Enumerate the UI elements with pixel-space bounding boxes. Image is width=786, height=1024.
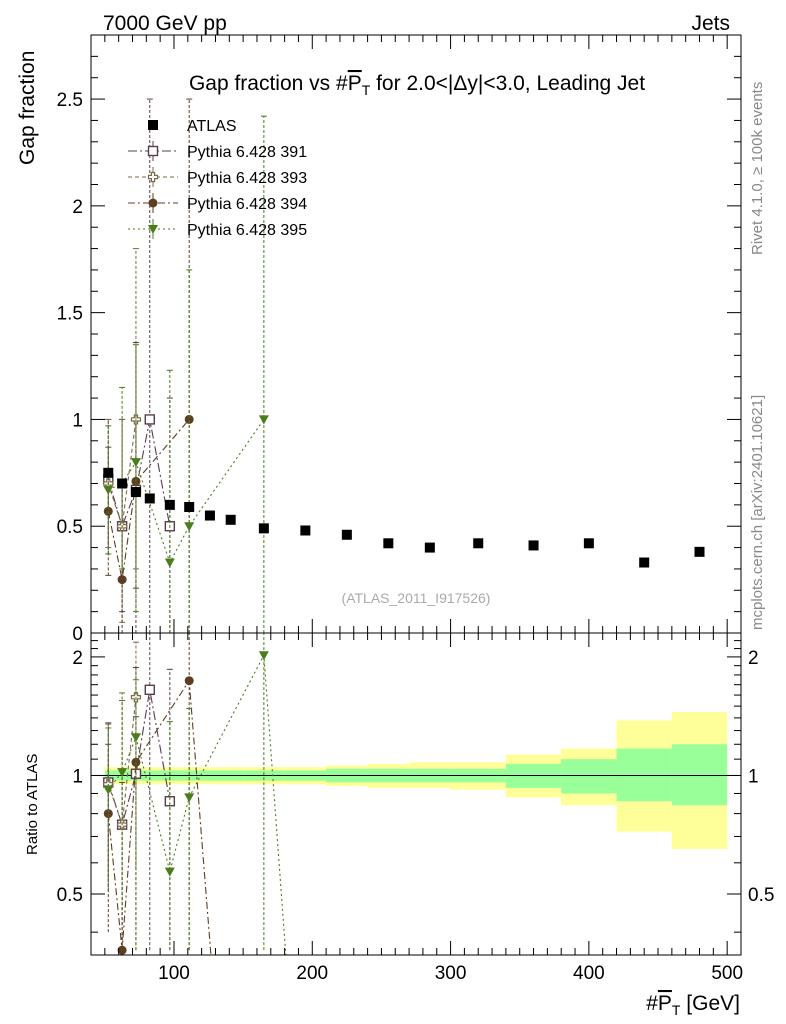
analysis-watermark: (ATLAS_2011_I917526) — [342, 590, 491, 606]
atlas-point — [694, 546, 705, 557]
ratio-point — [130, 733, 141, 743]
ratio-y-tick-label-left: 1 — [72, 766, 83, 787]
energy-label: 7000 GeV pp — [103, 12, 227, 35]
legend: ATLAS Pythia 6.428 391 Pythia 6.428 393 Pyt… — [128, 118, 307, 239]
atlas-point — [639, 557, 650, 568]
chart-title: Gap fraction vs #PT for 2.0<|Δy|<3.0, Le… — [189, 72, 645, 98]
atlas-point — [103, 467, 114, 478]
atlas-point — [130, 487, 141, 498]
ratio-y-tick-label-left: 2 — [72, 648, 83, 669]
ratio-point — [258, 651, 269, 661]
x-tick-label: 400 — [573, 963, 605, 984]
legend-label: Pythia 6.428 393 — [187, 170, 307, 187]
series-atlas — [103, 467, 705, 568]
x-p-symbol: P — [658, 992, 672, 1015]
band-green — [561, 759, 617, 794]
ratio-y-tick-label-right: 1 — [748, 766, 759, 787]
data-point — [130, 458, 141, 468]
ratio-y-tick-label-right: 0.5 — [748, 885, 774, 906]
ratio-point — [103, 809, 113, 819]
series-4 — [103, 115, 287, 955]
atlas-point — [184, 501, 195, 512]
ratio-point — [117, 768, 128, 778]
ratio-point — [184, 676, 194, 686]
legend-marker — [147, 145, 159, 157]
ratio-point — [117, 945, 127, 955]
legend-marker — [147, 171, 159, 183]
ratio-point — [164, 796, 176, 807]
atlas-point — [341, 529, 352, 540]
x-axis-label: #PT [GeV] — [646, 992, 740, 1018]
legend-marker — [148, 225, 158, 234]
atlas-point — [164, 499, 175, 510]
atlas-point — [424, 542, 435, 553]
data-point — [117, 575, 127, 585]
ratio-y-tick-label-left: 0.5 — [57, 885, 83, 906]
axis-ticks: 100 200 300 400 500 0 0.5 1 1.5 2 2.5 0.5 0.5 1 1 2 2 — [57, 34, 774, 984]
x-tick-label: 200 — [296, 963, 328, 984]
legend-label: ATLAS — [187, 118, 237, 135]
legend-marker — [148, 120, 158, 130]
band-green — [616, 748, 672, 802]
atlas-point — [144, 493, 155, 504]
atlas-point — [117, 478, 128, 489]
y-tick-label: 0 — [72, 624, 83, 645]
y-tick-label: 2.5 — [57, 90, 83, 111]
data-point — [144, 414, 155, 425]
y-tick-label: 1.5 — [57, 304, 83, 325]
ratio-plot-frame — [90, 632, 742, 956]
y-axis-label: Gap fraction — [16, 51, 39, 165]
x-t-subscript: T — [672, 1002, 681, 1018]
series-line-pythia-6-428-394 — [107, 419, 190, 580]
ratio-y-axis-label: Ratio to ATLAS — [24, 754, 41, 855]
ratio-point — [103, 785, 114, 795]
ratio-uncertainty-bands — [91, 711, 741, 850]
ratio-y-tick-label-right: 2 — [748, 648, 759, 669]
data-point — [184, 414, 194, 424]
x-tick-label: 500 — [711, 963, 743, 984]
source-label: mcplots.cern.ch [arXiv:2401.10621] — [749, 395, 766, 630]
y-tick-label: 2 — [72, 197, 83, 218]
atlas-point — [300, 525, 311, 536]
data-point — [184, 522, 195, 532]
process-label: Jets — [691, 12, 730, 35]
atlas-point — [383, 538, 394, 549]
rivet-label: Rivet 4.1.0, ≥ 100k events — [749, 82, 766, 255]
x-tick-label: 100 — [158, 963, 190, 984]
legend-label: Pythia 6.428 395 — [187, 222, 307, 239]
atlas-point — [583, 538, 594, 549]
atlas-point — [225, 514, 236, 525]
x-tick-label: 300 — [435, 963, 467, 984]
atlas-point — [204, 510, 215, 521]
data-point — [258, 415, 269, 425]
title-t-subscript: T — [362, 82, 371, 98]
atlas-point — [258, 523, 269, 534]
ratio-point — [164, 867, 175, 877]
legend-label: Pythia 6.428 391 — [187, 144, 307, 161]
data-point — [103, 485, 114, 495]
y-tick-label: 0.5 — [57, 517, 83, 538]
band-green — [671, 744, 728, 806]
series-1 — [103, 98, 176, 951]
legend-label: Pythia 6.428 394 — [187, 196, 307, 213]
title-p-symbol: P — [348, 72, 362, 95]
data-point — [164, 558, 175, 568]
atlas-point — [473, 538, 484, 549]
ratio-point — [144, 684, 155, 696]
y-tick-label: 1 — [72, 410, 83, 431]
atlas-point — [528, 540, 539, 551]
legend-marker — [148, 198, 158, 208]
ratio-point — [184, 793, 195, 803]
